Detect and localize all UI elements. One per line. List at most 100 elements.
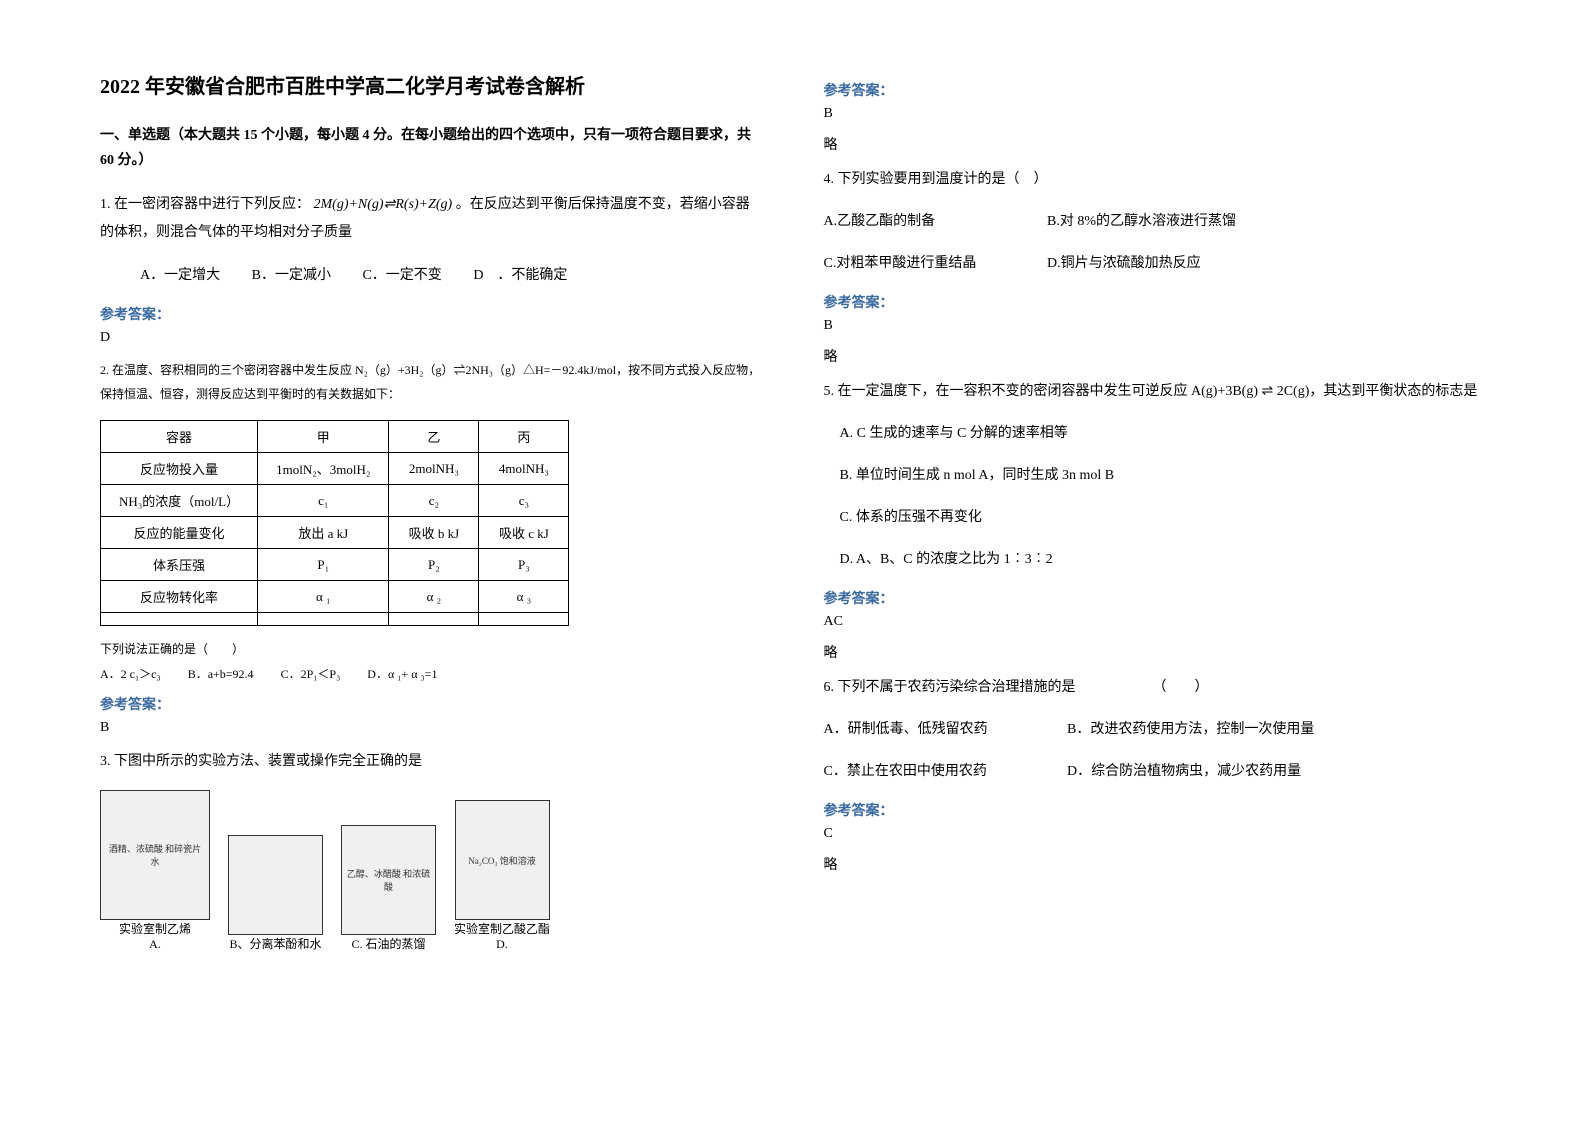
apparatus-icon: 酒精、浓硫酸 和碎瓷片 水 [100,790,210,920]
fig-b-cap: B、分离苯酚和水 [229,935,321,952]
cell: P₂ [389,549,479,581]
q2-opt-c: C．2P₁＜P₃ [281,667,341,681]
q2-ans: B [100,720,764,736]
fig-a: 酒精、浓硫酸 和碎瓷片 水 实验室制乙烯 A. [100,790,210,952]
q1-opt-b: B．一定减小 [252,261,331,292]
cell: 反应的能量变化 [101,517,258,549]
q4: 4. 下列实验要用到温度计的是（ ） [824,166,1488,194]
cell: 2molNH₃ [389,453,479,485]
q6-ans: C [824,826,1488,842]
q2-row: 反应物转化率α ₁α ₂α ₃ [101,581,569,613]
cell [101,613,258,626]
q3-note: 略 [824,134,1488,154]
page-title: 2022 年安徽省合肥市百胜中学高二化学月考试卷含解析 [100,70,764,99]
q2-after: 下列说法正确的是（ ） [100,640,764,657]
q4-note: 略 [824,346,1488,366]
cell: α ₃ [479,581,569,613]
q1: 1. 在一密闭容器中进行下列反应： 2M(g)+N(g)⇌R(s)+Z(g) 。… [100,191,764,247]
cell: 4molNH₃ [479,453,569,485]
cell [258,613,389,626]
q2-h1: 甲 [258,421,389,453]
q5-note: 略 [824,642,1488,662]
q2-row: 反应物投入量1molN₂、3molH₂2molNH₃4molNH₃ [101,453,569,485]
cell: c₂ [389,485,479,517]
q2-table: 容器 甲 乙 丙 反应物投入量1molN₂、3molH₂2molNH₃4molN… [100,420,569,626]
q4-opt-a: A.乙酸乙酯的制备 [824,208,1044,236]
q5-ans: AC [824,614,1488,630]
q2-opt-b: B．a+b=92.4 [188,667,254,681]
q6-opt-b: B．改进农药使用方法，控制一次使用量 [1067,722,1314,737]
fig-d: Na₂CO₃ 饱和溶液 实验室制乙酸乙酯 D. [454,800,550,952]
q2-h3: 丙 [479,421,569,453]
cell: P₁ [258,549,389,581]
apparatus-icon: 乙醇、冰醋酸 和浓硫酸 [341,825,436,935]
q2-stem: 2. 在温度、容积相同的三个密闭容器中发生反应 N₂（g）+3H₂（g）⇌2NH… [100,363,760,401]
q2-opt-a: A．2 c₁＞c₃ [100,667,161,681]
q4-opt-d: D.铜片与浓硫酸加热反应 [1047,256,1201,271]
q6-row1: A．研制低毒、低残留农药 B．改进农药使用方法，控制一次使用量 [824,716,1488,744]
fig-d-cap: 实验室制乙酸乙酯 D. [454,920,550,952]
q6-opt-a: A．研制低毒、低残留农药 [824,716,1064,744]
q5: 5. 在一定温度下，在一容积不变的密闭容器中发生可逆反应 A(g)+3B(g) … [824,378,1488,406]
fig-b: B、分离苯酚和水 [228,835,323,952]
q1-stem-a: 1. 在一密闭容器中进行下列反应： [100,197,310,212]
q2-row [101,613,569,626]
cell: 反应物转化率 [101,581,258,613]
cell: α ₁ [258,581,389,613]
apparatus-icon: Na₂CO₃ 饱和溶液 [455,800,550,920]
q6-row2: C．禁止在农田中使用农药 D．综合防治植物病虫，减少农药用量 [824,758,1488,786]
q2-row: 体系压强P₁P₂P₃ [101,549,569,581]
fig-a-cap: 实验室制乙烯 A. [119,920,191,952]
q2-h0: 容器 [101,421,258,453]
q3-figs: 酒精、浓硫酸 和碎瓷片 水 实验室制乙烯 A. B、分离苯酚和水 乙醇、冰醋酸 … [100,790,764,952]
cell: P₃ [479,549,569,581]
q4-row1: A.乙酸乙酯的制备 B.对 8%的乙醇水溶液进行蒸馏 [824,208,1488,236]
cell: NH₃的浓度（mol/L） [101,485,258,517]
cell: α ₂ [389,581,479,613]
q2-h2: 乙 [389,421,479,453]
cell [389,613,479,626]
cell: c₃ [479,485,569,517]
q2-row: NH₃的浓度（mol/L）c₁c₂c₃ [101,485,569,517]
q6-note: 略 [824,854,1488,874]
q6: 6. 下列不属于农药污染综合治理措施的是 （ ） [824,674,1488,702]
fig-c-cap: C. 石油的蒸馏 [351,935,425,952]
right-column: 参考答案： B 略 4. 下列实验要用到温度计的是（ ） A.乙酸乙酯的制备 B… [824,70,1488,1082]
q4-ans-label: 参考答案： [824,292,1488,312]
q2: 2. 在温度、容积相同的三个密闭容器中发生反应 N₂（g）+3H₂（g）⇌2NH… [100,358,764,406]
q4-opt-b: B.对 8%的乙醇水溶液进行蒸馏 [1047,214,1236,229]
cell: 吸收 c kJ [479,517,569,549]
cell: 吸收 b kJ [389,517,479,549]
q5-opt-d: D. A、B、C 的浓度之比为 1︰3︰2 [840,546,1488,574]
q3-ans: B [824,106,1488,122]
q6-opt-c: C．禁止在农田中使用农药 [824,758,1064,786]
q4-row2: C.对粗苯甲酸进行重结晶 D.铜片与浓硫酸加热反应 [824,250,1488,278]
q2-row: 反应的能量变化放出 a kJ吸收 b kJ吸收 c kJ [101,517,569,549]
left-column: 2022 年安徽省合肥市百胜中学高二化学月考试卷含解析 一、单选题（本大题共 1… [100,70,764,1082]
q1-opt-c: C．一定不变 [362,261,441,292]
q6-opt-d: D．综合防治植物病虫，减少农药用量 [1067,764,1301,779]
q1-opt-d: D ．不能确定 [473,261,567,292]
q3: 3. 下图中所示的实验方法、装置或操作完全正确的是 [100,748,764,776]
cell: 反应物投入量 [101,453,258,485]
q4-ans: B [824,318,1488,334]
q1-ans-label: 参考答案： [100,304,764,324]
q3-ans-label: 参考答案： [824,80,1488,100]
q5-opt-c: C. 体系的压强不再变化 [840,504,1488,532]
q5-opt-b: B. 单位时间生成 n mol A，同时生成 3n mol B [840,462,1488,490]
fig-c: 乙醇、冰醋酸 和浓硫酸 C. 石油的蒸馏 [341,825,436,952]
q1-eq: 2M(g)+N(g)⇌R(s)+Z(g) [314,197,453,212]
q2-ans-label: 参考答案： [100,694,764,714]
q4-opt-c: C.对粗苯甲酸进行重结晶 [824,250,1044,278]
cell: c₁ [258,485,389,517]
q5-ans-label: 参考答案： [824,588,1488,608]
q2-th-row: 容器 甲 乙 丙 [101,421,569,453]
q6-ans-label: 参考答案： [824,800,1488,820]
cell [479,613,569,626]
q2-opts: A．2 c₁＞c₃ B．a+b=92.4 C．2P₁＜P₃ D．α ₁+ α ₃… [100,665,764,682]
q1-opts: A．一定增大 B．一定减小 C．一定不变 D ．不能确定 [140,261,764,292]
q2-opt-d: D．α ₁+ α ₃=1 [367,667,437,681]
cell: 放出 a kJ [258,517,389,549]
cell: 1molN₂、3molH₂ [258,453,389,485]
q5-opt-a: A. C 生成的速率与 C 分解的速率相等 [840,420,1488,448]
